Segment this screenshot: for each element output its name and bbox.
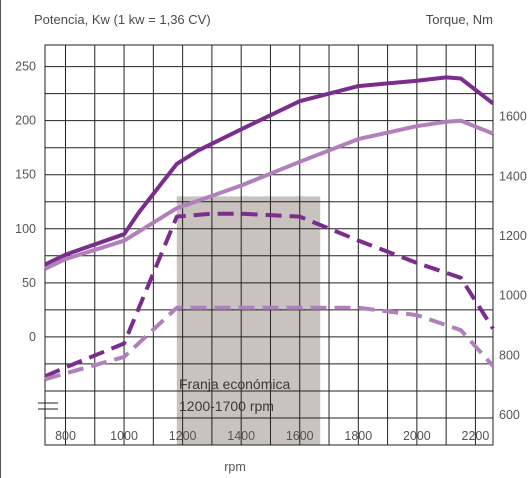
x-tick-label: 1000 [110, 429, 138, 443]
x-tick-label: 2000 [403, 429, 431, 443]
economic-band-rect [176, 196, 321, 445]
x-axis-label: rpm [224, 460, 246, 474]
series-line-3 [44, 211, 495, 379]
y-right-tick-label: 1600 [499, 110, 527, 124]
x-tick-label: 800 [55, 429, 76, 443]
tick-labels: 800 1000 1200 1400 1600 1800 2000 2200250200150… [15, 60, 527, 443]
grid [44, 44, 494, 446]
economic-band [176, 196, 321, 445]
x-tick-label: 2200 [462, 429, 490, 443]
series-group [44, 75, 495, 382]
y-right-tick-label: 800 [499, 348, 520, 362]
x-tick-label: 1200 [169, 429, 197, 443]
y-left-tick-label: 0 [29, 330, 36, 344]
x-tick-label: 1400 [227, 429, 255, 443]
y-right-tick-label: 1000 [499, 289, 527, 303]
y-left-tick-label: 250 [15, 60, 36, 74]
chart-title-left: Potencia, Kw (1 kw = 1,36 CV) [34, 12, 211, 27]
x-tick-label: 1600 [286, 429, 314, 443]
band-label-line1: Franja económica [179, 376, 290, 392]
y-left-tick-label: 200 [15, 114, 36, 128]
chart-title-right: Torque, Nm [426, 12, 493, 27]
band-label-line2: 1200-1700 rpm [179, 398, 274, 414]
series-line-1 [44, 75, 495, 267]
plot-frame [44, 44, 494, 446]
series-line-4 [44, 305, 495, 382]
y-left-tick-label: 50 [22, 276, 36, 290]
y-left-tick-label: 150 [15, 168, 36, 182]
y-right-tick-label: 1400 [499, 169, 527, 183]
y-right-tick-label: 1200 [499, 229, 527, 243]
x-tick-label: 1800 [344, 429, 372, 443]
y-right-tick-label: 600 [499, 408, 520, 422]
y-left-tick-label: 100 [15, 222, 36, 236]
series-line-2 [44, 118, 494, 271]
axis-break-icon [38, 402, 58, 410]
